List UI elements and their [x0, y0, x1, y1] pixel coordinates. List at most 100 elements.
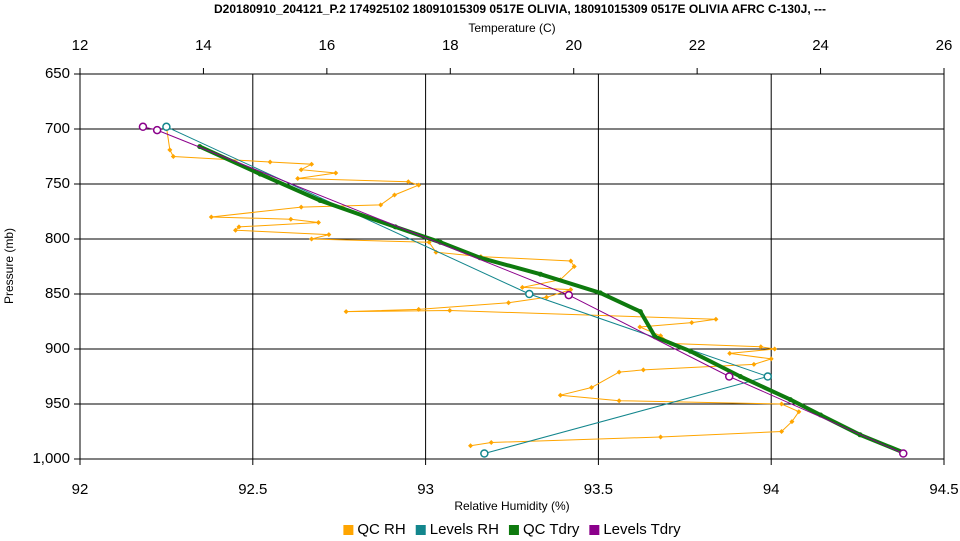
point: [391, 192, 397, 198]
point: [170, 154, 176, 159]
y-tick-label: 1,000: [32, 450, 70, 467]
point: [789, 419, 795, 425]
y-axis-label: Pressure (mb): [2, 228, 16, 304]
x-axis-label: Relative Humidity (%): [454, 499, 569, 513]
point: [480, 449, 489, 458]
point: [727, 350, 733, 356]
point: [405, 179, 411, 185]
point: [568, 287, 574, 293]
point: [588, 385, 594, 390]
point: [152, 125, 162, 135]
y-tick-label: 900: [45, 340, 70, 357]
point: [236, 224, 242, 230]
point: [309, 236, 315, 242]
legend-label: QC Tdry: [523, 521, 580, 538]
x2-tick-label: 24: [812, 37, 829, 54]
point: [787, 397, 793, 403]
x-tick-label: 92.5: [238, 481, 267, 498]
point: [267, 159, 273, 165]
point: [564, 290, 574, 300]
point: [416, 182, 422, 188]
point: [309, 161, 315, 167]
point: [779, 429, 785, 434]
point: [597, 290, 603, 296]
point: [616, 369, 622, 375]
x2-tick-label: 20: [565, 37, 582, 54]
point: [713, 316, 719, 322]
point: [488, 440, 494, 445]
x2-tick-label: 16: [319, 37, 336, 54]
point: [162, 122, 171, 132]
point: [899, 449, 908, 458]
point: [689, 320, 695, 326]
point: [557, 392, 563, 398]
x2-tick-label: 12: [72, 37, 89, 54]
legend-label: Levels RH: [430, 521, 499, 538]
point: [208, 214, 214, 220]
point: [298, 204, 304, 210]
y-tick-label: 700: [45, 120, 70, 137]
x2-axis-label: Temperature (C): [468, 21, 555, 35]
point: [298, 167, 304, 173]
point: [758, 344, 764, 350]
point: [138, 122, 148, 132]
point: [519, 284, 525, 290]
x2-tick-label: 22: [689, 37, 706, 54]
point: [658, 434, 664, 440]
legend-swatch: [589, 525, 600, 535]
legend-label: Levels Tdry: [603, 521, 681, 538]
x-tick-label: 93.5: [584, 481, 613, 498]
point: [571, 264, 577, 269]
point: [447, 308, 453, 313]
point: [506, 300, 512, 306]
x-tick-label: 92: [72, 481, 89, 498]
point: [616, 398, 622, 404]
point: [257, 171, 263, 177]
point: [724, 372, 734, 381]
point: [167, 147, 173, 153]
y-tick-label: 750: [45, 175, 70, 192]
point: [768, 356, 774, 362]
y-tick-label: 950: [45, 395, 70, 412]
point: [763, 372, 772, 381]
x2-tick-label: 18: [442, 37, 459, 54]
point: [315, 220, 321, 225]
point: [295, 176, 301, 181]
point: [233, 227, 239, 233]
point: [737, 374, 743, 379]
x-tick-label: 94: [763, 481, 780, 498]
point: [637, 309, 643, 315]
point: [568, 258, 574, 264]
legend: QC RH Levels RH QC Tdry Levels Tdry: [343, 521, 681, 538]
point: [779, 401, 785, 407]
point: [426, 239, 432, 245]
chart-title: D20180910_204121_P.2 174925102 180910153…: [214, 2, 826, 16]
point: [687, 348, 693, 354]
point: [468, 443, 474, 449]
legend-swatch: [343, 525, 354, 535]
point: [317, 198, 323, 203]
legend-swatch: [415, 525, 426, 535]
legend-swatch: [508, 525, 519, 535]
x-tick-label: 94.5: [929, 481, 958, 498]
y-tick-label: 850: [45, 285, 70, 302]
point: [288, 216, 294, 222]
legend-label: QC RH: [357, 521, 405, 538]
point: [378, 202, 384, 208]
point: [796, 409, 802, 415]
point: [751, 361, 757, 367]
point: [544, 294, 550, 300]
point: [772, 346, 778, 352]
x2-tick-label: 26: [936, 37, 953, 54]
x2-tick-label: 14: [195, 37, 212, 54]
y-tick-label: 800: [45, 230, 70, 247]
point: [640, 367, 646, 373]
point: [326, 232, 332, 238]
point: [525, 289, 534, 299]
point: [333, 170, 339, 176]
y-tick-label: 650: [45, 65, 70, 82]
x-tick-label: 93: [417, 481, 434, 498]
plot-frame: [79, 73, 945, 460]
point: [537, 271, 543, 277]
